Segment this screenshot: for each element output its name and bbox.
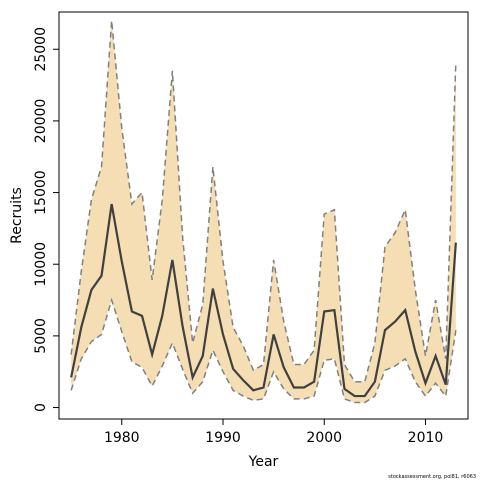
y-tick-label: 5000 (33, 318, 49, 354)
recruits-estimate-line (70, 203, 457, 398)
x-tick-label: 2010 (408, 430, 444, 446)
y-tick-label: 15000 (33, 170, 49, 215)
confidence-band (71, 20, 456, 403)
plot-frame (58, 11, 469, 420)
source-credit: stockassessment.org, pol81, r6063 (388, 474, 476, 480)
x-axis: 1980 1990 2000 2010 (104, 419, 443, 446)
x-axis-label: Year (248, 454, 279, 470)
y-tick-label: 0 (33, 403, 49, 412)
lower-bound-line (70, 297, 457, 404)
y-tick-label: 25000 (33, 27, 49, 72)
y-tick-label: 10000 (33, 242, 49, 287)
confidence-band-layer (71, 20, 456, 403)
y-tick-label: 20000 (33, 99, 49, 144)
y-axis-label: Recruits (9, 187, 25, 244)
y-axis: 0 5000 10000 15000 20000 25000 (33, 27, 59, 412)
series-lines-layer (70, 20, 457, 404)
x-tick-label: 1990 (205, 430, 241, 446)
x-tick-label: 1980 (104, 430, 140, 446)
x-tick-label: 2000 (306, 430, 342, 446)
